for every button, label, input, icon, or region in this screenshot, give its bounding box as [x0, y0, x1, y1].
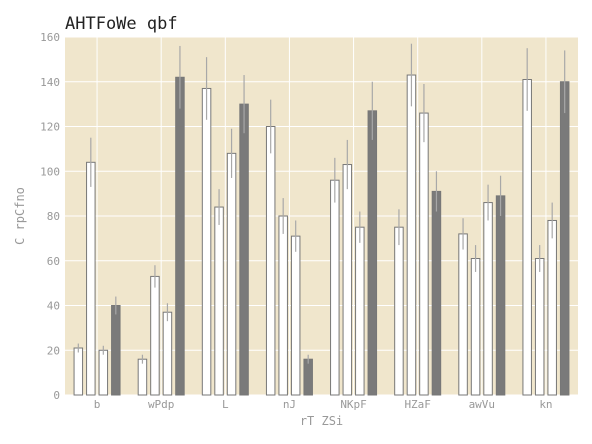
- bar: [431, 190, 442, 396]
- bar: [342, 164, 353, 396]
- bar: [547, 219, 557, 396]
- x-tick-label: L: [222, 398, 229, 411]
- x-tick-label: b: [94, 398, 101, 411]
- y-tick-label: 60: [47, 255, 60, 268]
- y-ticks: 0 20 40 60 80 100 120 140 160: [40, 31, 60, 402]
- bar: [111, 305, 121, 396]
- bar: [137, 358, 148, 396]
- x-tick-label: awVu: [469, 398, 496, 411]
- bar: [394, 226, 404, 396]
- bar: [162, 311, 173, 396]
- bar: [483, 202, 493, 396]
- y-tick-label: 140: [40, 76, 60, 89]
- bar: [534, 258, 545, 396]
- bar: [175, 76, 185, 396]
- bar: [470, 258, 481, 396]
- bar: [559, 81, 570, 396]
- bar: [419, 112, 429, 396]
- bar: [290, 235, 301, 396]
- y-tick-label: 100: [40, 165, 60, 178]
- y-tick-label: 80: [47, 210, 60, 223]
- bar: [239, 103, 249, 396]
- bar: [73, 347, 84, 396]
- bar: [201, 87, 212, 396]
- bar: [98, 349, 109, 396]
- x-tick-label: NKpF: [340, 398, 367, 411]
- bar: [214, 206, 224, 396]
- bar: [406, 74, 417, 396]
- bar: [355, 226, 365, 396]
- x-tick-label: wPdp: [148, 398, 175, 411]
- y-tick-label: 160: [40, 31, 60, 44]
- y-tick-label: 40: [47, 300, 60, 313]
- bar: [330, 179, 340, 396]
- y-axis-label: C rpCfno: [13, 187, 27, 245]
- x-axis-label: rT ZSi: [300, 414, 343, 428]
- bar: [226, 152, 237, 396]
- bar: [265, 126, 276, 396]
- y-tick-label: 20: [47, 344, 60, 357]
- bar: [86, 161, 96, 396]
- bar: [303, 358, 313, 396]
- x-tick-label: HZaF: [404, 398, 431, 411]
- bar: [278, 215, 288, 396]
- error-bars-group: [77, 43, 566, 364]
- x-tick-label: kn: [539, 398, 552, 411]
- bar: [522, 79, 532, 396]
- bar: [495, 195, 506, 396]
- bar: [150, 275, 160, 396]
- y-tick-label: 0: [53, 389, 60, 402]
- chart-title: AHTFoWe qbf: [65, 14, 178, 34]
- y-tick-label: 120: [40, 121, 60, 134]
- bar: [367, 110, 378, 396]
- x-tick-label: nJ: [283, 398, 296, 411]
- bar: [458, 233, 468, 396]
